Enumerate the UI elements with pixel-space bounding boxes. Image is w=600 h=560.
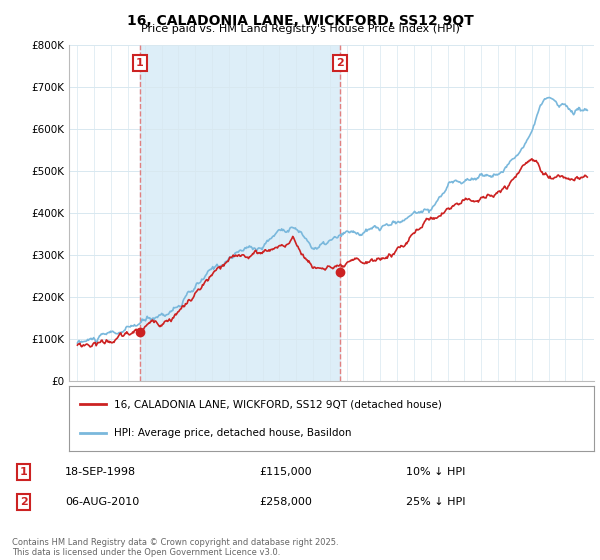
- Text: 18-SEP-1998: 18-SEP-1998: [65, 467, 136, 477]
- Text: 16, CALADONIA LANE, WICKFORD, SS12 9QT: 16, CALADONIA LANE, WICKFORD, SS12 9QT: [127, 14, 473, 28]
- Text: 2: 2: [20, 497, 28, 507]
- Text: HPI: Average price, detached house, Basildon: HPI: Average price, detached house, Basi…: [113, 428, 351, 438]
- Text: 06-AUG-2010: 06-AUG-2010: [65, 497, 139, 507]
- Text: Contains HM Land Registry data © Crown copyright and database right 2025.
This d: Contains HM Land Registry data © Crown c…: [12, 538, 338, 557]
- Text: 1: 1: [20, 467, 28, 477]
- Text: 25% ↓ HPI: 25% ↓ HPI: [406, 497, 466, 507]
- Text: 16, CALADONIA LANE, WICKFORD, SS12 9QT (detached house): 16, CALADONIA LANE, WICKFORD, SS12 9QT (…: [113, 399, 442, 409]
- Text: 1: 1: [136, 58, 144, 68]
- Text: £258,000: £258,000: [259, 497, 312, 507]
- Text: Price paid vs. HM Land Registry's House Price Index (HPI): Price paid vs. HM Land Registry's House …: [140, 24, 460, 34]
- Bar: [140, 45, 340, 381]
- Text: £115,000: £115,000: [259, 467, 311, 477]
- Text: 2: 2: [336, 58, 344, 68]
- Text: 10% ↓ HPI: 10% ↓ HPI: [406, 467, 465, 477]
